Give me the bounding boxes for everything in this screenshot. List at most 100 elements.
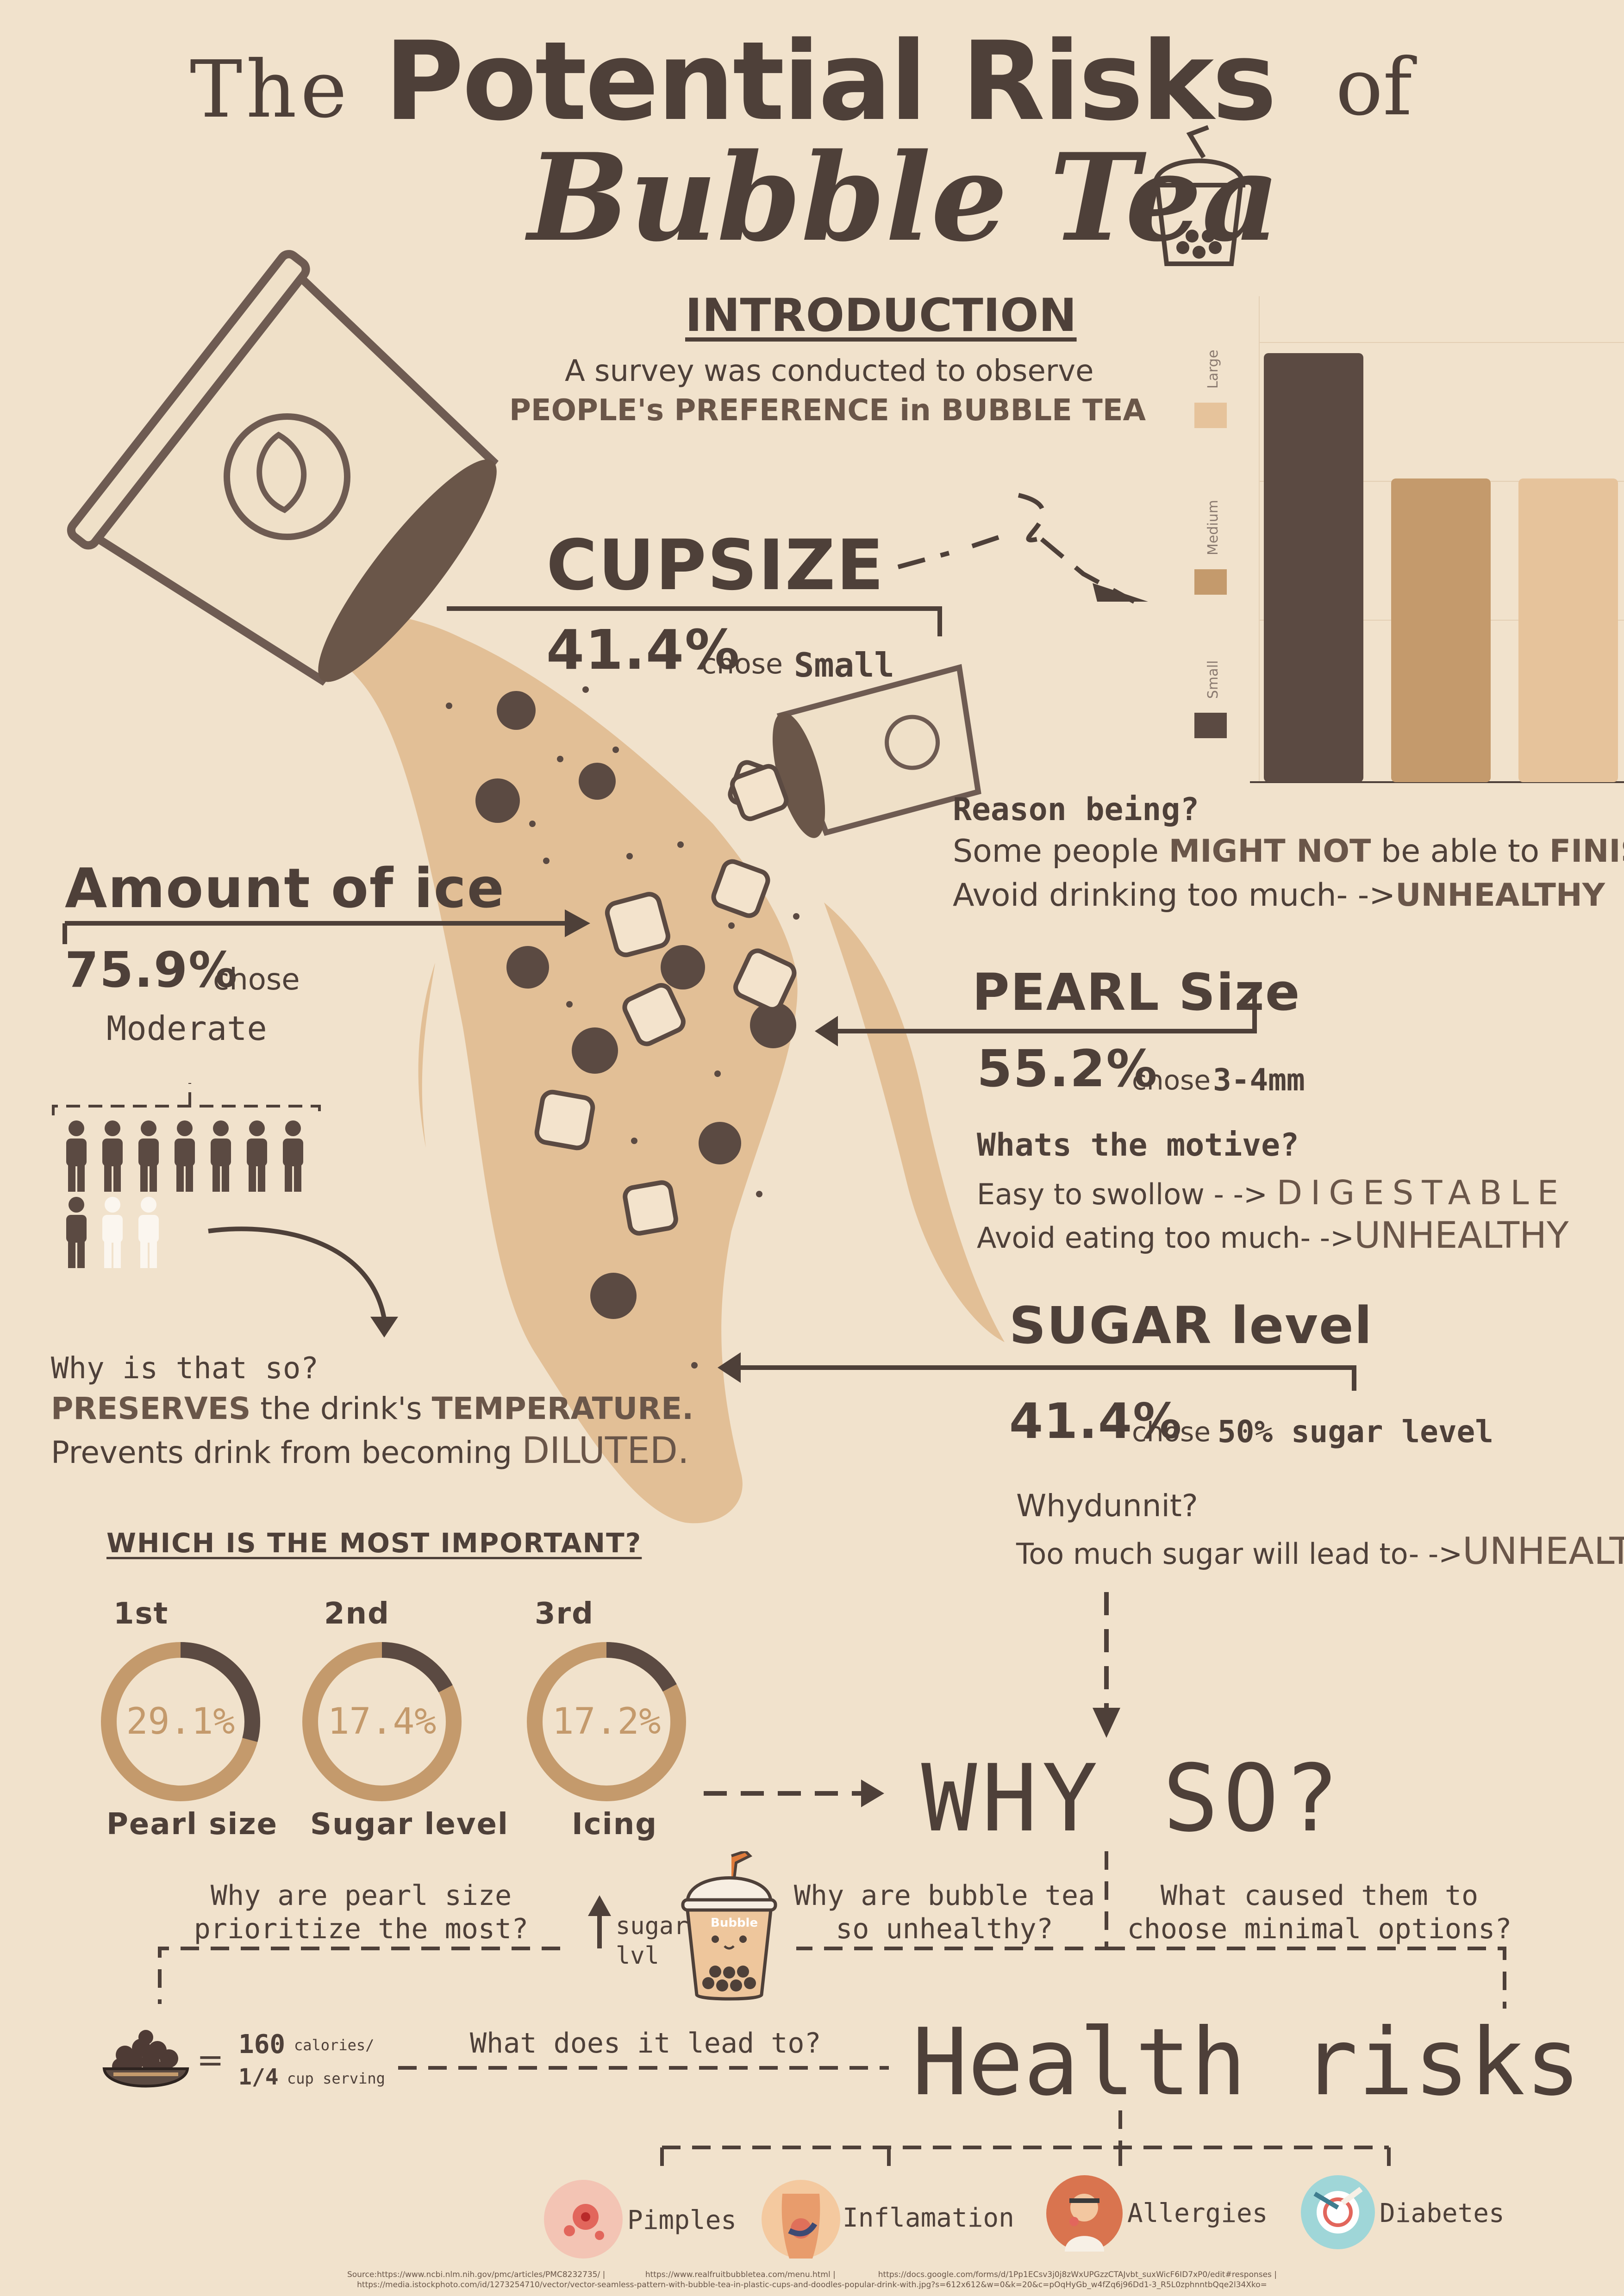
sugar-why-question: Whydunnit? bbox=[1016, 1488, 1198, 1524]
ice-percent: 75.9% bbox=[65, 942, 238, 998]
health-lead: What does it lead to? bbox=[470, 2027, 821, 2060]
calories-unit: calories/ bbox=[294, 2036, 375, 2054]
risk-allergies: Allergies bbox=[1127, 2198, 1268, 2228]
pearl-motive-question: Whats the motive? bbox=[977, 1127, 1299, 1164]
risk-inflamation: Inflamation bbox=[843, 2203, 1014, 2233]
person-icon bbox=[102, 1120, 123, 1192]
risk-diabetes: Diabetes bbox=[1380, 2198, 1505, 2228]
bubble-tea-cup-icon bbox=[1152, 125, 1246, 266]
legend-label-small: Small bbox=[1205, 660, 1221, 699]
cup-size-chart: Large Medium Small bbox=[1185, 296, 1624, 791]
risk-pimples: Pimples bbox=[627, 2205, 737, 2235]
pimples-icon bbox=[544, 2180, 623, 2259]
spilled-cup bbox=[67, 250, 499, 686]
legend-label-medium: Medium bbox=[1205, 500, 1221, 555]
calories-serving-unit: cup serving bbox=[287, 2070, 385, 2087]
person-icon bbox=[138, 1197, 159, 1268]
inflamation-icon bbox=[762, 2180, 840, 2259]
cupsize-chose: chose bbox=[701, 648, 783, 680]
sugar-chose: chose bbox=[1132, 1416, 1211, 1448]
cute-bubble-tea-icon: Bubble bbox=[676, 1851, 782, 2004]
source-line-1: Source:https://www.ncbi.nlm.nih.gov/pmc/… bbox=[347, 2270, 1277, 2279]
health-heading: Health risks bbox=[912, 2009, 1581, 2116]
intro-line1: A survey was conducted to observe bbox=[565, 354, 1094, 388]
calories-value: 160 bbox=[238, 2029, 286, 2060]
whyso-heading: WHY SO? bbox=[921, 1745, 1344, 1853]
person-icon bbox=[138, 1120, 159, 1192]
rank-1: 1st bbox=[113, 1597, 169, 1631]
bar-medium bbox=[1391, 478, 1491, 782]
legend-label-large: Large bbox=[1205, 350, 1221, 389]
tea-stream bbox=[296, 611, 798, 1524]
people-pictogram bbox=[62, 1120, 340, 1268]
ring-progress bbox=[381, 1642, 453, 1692]
ice-heading: Amount of ice bbox=[65, 856, 505, 920]
calories-serving: 1/4 bbox=[238, 2064, 279, 2090]
ring-2-value: 17.4% bbox=[327, 1701, 437, 1742]
ice-why-1: PRESERVES the drink's TEMPERATURE. bbox=[51, 1391, 694, 1426]
whyso-question-pearl: Why are pearl size prioritize the most? bbox=[194, 1879, 529, 1945]
pearl-heading: PEARL Size bbox=[972, 963, 1301, 1022]
ring-3-value: 17.2% bbox=[552, 1701, 661, 1742]
cupsize-choice: Small bbox=[794, 646, 894, 684]
tea-splash-right bbox=[824, 902, 1005, 1342]
title-sub: Bubble Tea bbox=[528, 127, 1280, 268]
person-icon bbox=[66, 1120, 87, 1192]
ice-why-question: Why is that so? bbox=[51, 1351, 319, 1386]
sugar-choice: 50% sugar level bbox=[1218, 1414, 1494, 1450]
pearl-chose: chose bbox=[1132, 1064, 1211, 1096]
person-icon bbox=[211, 1120, 231, 1192]
cupsize-reason-question: Reason being? bbox=[953, 791, 1199, 828]
source-line-2: https://media.istockphoto.com/id/1273254… bbox=[357, 2280, 1267, 2290]
person-icon bbox=[175, 1120, 195, 1192]
ice-why-2: Prevents drink from becoming DILUTED. bbox=[51, 1430, 689, 1472]
sugar-why-1: Too much sugar will lead to- ->UNHEALTHY bbox=[1016, 1530, 1624, 1573]
person-icon bbox=[102, 1197, 123, 1268]
person-icon bbox=[247, 1120, 267, 1192]
cupsize-percent: 41.4% bbox=[546, 618, 741, 682]
legend-swatch-large bbox=[1194, 403, 1227, 428]
title-main: Potential Risks bbox=[384, 19, 1277, 145]
pearl-choice: 3-4mm bbox=[1213, 1062, 1305, 1098]
small-cup bbox=[772, 664, 981, 838]
diabetes-icon bbox=[1301, 2175, 1375, 2249]
tea-splash-left bbox=[418, 963, 435, 1148]
ring-3: 17.2% bbox=[523, 1638, 690, 1805]
cupsize-reason-2: Avoid drinking too much- ->UNHEALTHY bbox=[953, 877, 1605, 914]
ring-1-value: 29.1% bbox=[126, 1701, 235, 1742]
legend-swatch-small bbox=[1194, 713, 1227, 738]
title-the: The bbox=[190, 44, 351, 136]
title-of: of bbox=[1336, 42, 1412, 133]
person-icon bbox=[66, 1197, 87, 1268]
ring-1-label: Pearl size bbox=[106, 1807, 278, 1842]
intro-heading: INTRODUCTION bbox=[685, 289, 1077, 342]
pearl-bowl-icon bbox=[100, 2022, 192, 2101]
ice-choice: Moderate bbox=[106, 1009, 267, 1048]
cupsize-heading: CUPSIZE bbox=[546, 525, 885, 606]
legend-swatch-medium bbox=[1194, 569, 1227, 595]
calories-equals: = bbox=[197, 2041, 224, 2079]
pearl-motive-2: Avoid eating too much- ->UNHEALTHY bbox=[977, 1215, 1569, 1257]
whyso-question-minimal: What caused them to choose minimal optio… bbox=[1127, 1879, 1512, 1945]
bar-large bbox=[1518, 478, 1618, 782]
rank-2: 2nd bbox=[324, 1597, 390, 1631]
sugar-heading: SUGAR level bbox=[1009, 1296, 1373, 1355]
important-heading: WHICH IS THE MOST IMPORTANT? bbox=[106, 1527, 642, 1559]
allergies-icon bbox=[1046, 2175, 1123, 2252]
ring-1: 29.1% bbox=[97, 1638, 264, 1805]
ring-progress bbox=[606, 1642, 677, 1692]
ring-3-label: Icing bbox=[572, 1807, 658, 1842]
ring-2: 17.4% bbox=[299, 1638, 465, 1805]
ice-chose: chose bbox=[213, 963, 300, 997]
ring-progress bbox=[180, 1642, 260, 1742]
cute-cup-label: Bubble bbox=[711, 1916, 758, 1930]
cupsize-reason-1: Some people MIGHT NOT be able to FINISH. bbox=[953, 833, 1624, 870]
intro-line2: PEOPLE's PREFERENCE in BUBBLE TEA bbox=[509, 393, 1146, 428]
sugar-percent: 41.4% bbox=[1009, 1393, 1183, 1450]
rank-3: 3rd bbox=[535, 1597, 594, 1631]
person-icon bbox=[283, 1120, 303, 1192]
pearl-motive-1: Easy to swollow - -> DIGESTABLE bbox=[977, 1173, 1567, 1212]
whyso-sugar-lvl: sugar lvl bbox=[616, 1912, 688, 1970]
bar-small bbox=[1264, 353, 1363, 782]
